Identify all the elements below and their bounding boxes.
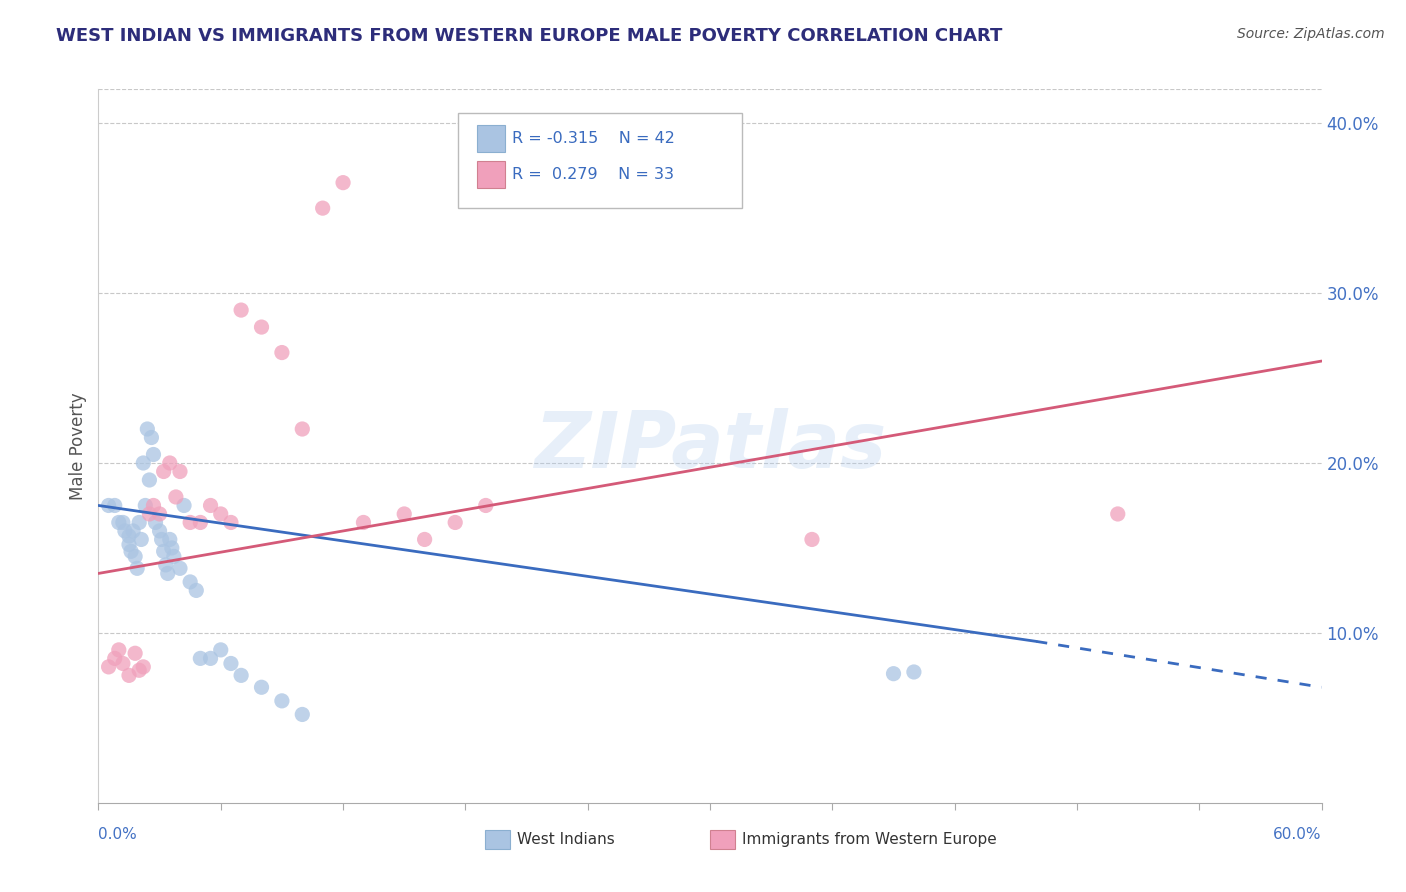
Point (149, 524, 172, 538)
Text: ZIPatlas: ZIPatlas (534, 408, 886, 484)
Text: West Indians: West Indians (517, 832, 616, 847)
Text: 0.0%: 0.0% (98, 827, 138, 841)
Point (231, 303, 253, 318)
Point (129, 533, 152, 547)
Point (118, 668, 141, 682)
Point (152, 465, 174, 479)
Point (128, 516, 150, 530)
Point (142, 448, 165, 462)
Text: R =  0.279    N = 33: R = 0.279 N = 33 (512, 167, 673, 182)
Point (179, 516, 201, 530)
Point (352, 516, 374, 530)
Point (163, 549, 186, 564)
Point (270, 345, 294, 359)
Point (141, 430, 163, 444)
Point (132, 456, 155, 470)
Point (159, 456, 181, 470)
Point (118, 537, 141, 551)
Point (209, 643, 232, 657)
Point (124, 549, 146, 564)
Text: R = -0.315    N = 42: R = -0.315 N = 42 (512, 131, 675, 146)
Point (111, 657, 134, 671)
Point (219, 516, 242, 530)
Point (118, 529, 141, 543)
Point (152, 544, 174, 558)
Point (250, 680, 273, 694)
Point (128, 663, 150, 677)
Point (179, 574, 201, 589)
Point (111, 516, 134, 530)
Point (883, 666, 905, 681)
Point (134, 499, 156, 513)
Point (160, 541, 183, 555)
Point (188, 651, 212, 665)
Point (200, 499, 222, 513)
Point (291, 707, 314, 722)
Point (124, 646, 146, 660)
Point (186, 583, 208, 598)
Point (114, 524, 136, 538)
Point (332, 176, 354, 190)
Point (97, 660, 120, 674)
Point (801, 533, 824, 547)
Point (156, 566, 179, 581)
Point (108, 516, 131, 530)
Point (138, 473, 160, 487)
Point (142, 499, 165, 513)
Point (219, 657, 242, 671)
Point (145, 516, 167, 530)
Point (136, 422, 159, 436)
Point (132, 660, 155, 674)
Point (413, 533, 436, 547)
Point (474, 499, 498, 513)
Text: Source: ZipAtlas.com: Source: ZipAtlas.com (1237, 27, 1385, 41)
Point (270, 694, 294, 708)
Point (155, 558, 177, 572)
Point (250, 320, 273, 334)
Point (150, 533, 173, 547)
Point (188, 516, 212, 530)
Point (149, 507, 172, 521)
Point (165, 490, 187, 504)
Point (169, 561, 191, 575)
Point (169, 465, 191, 479)
Point (392, 507, 416, 521)
Point (138, 507, 160, 521)
Point (104, 499, 127, 513)
Point (122, 524, 145, 538)
Point (104, 651, 127, 665)
Text: 60.0%: 60.0% (1274, 827, 1322, 841)
Point (97, 499, 120, 513)
Text: Immigrants from Western Europe: Immigrants from Western Europe (742, 832, 997, 847)
Point (312, 201, 335, 215)
Point (1107, 507, 1129, 521)
Point (903, 665, 925, 679)
Point (173, 499, 195, 513)
Point (108, 643, 131, 657)
Y-axis label: Male Poverty: Male Poverty (69, 392, 87, 500)
Point (120, 544, 142, 558)
Point (291, 422, 314, 436)
Point (127, 561, 149, 575)
Text: WEST INDIAN VS IMMIGRANTS FROM WESTERN EUROPE MALE POVERTY CORRELATION CHART: WEST INDIAN VS IMMIGRANTS FROM WESTERN E… (56, 27, 1002, 45)
Point (231, 668, 253, 682)
Point (200, 651, 222, 665)
Point (444, 516, 467, 530)
Point (209, 507, 232, 521)
Point (159, 533, 181, 547)
